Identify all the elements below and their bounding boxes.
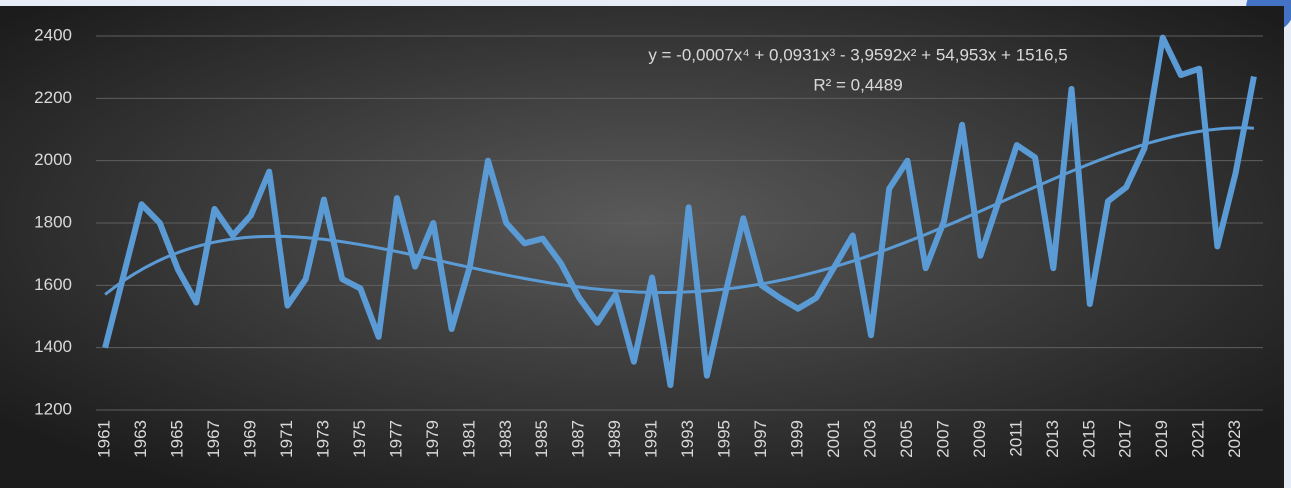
x-tick-label: 1967 bbox=[204, 420, 223, 458]
x-tick-label: 1979 bbox=[423, 420, 442, 458]
x-tick-label: 1971 bbox=[277, 420, 296, 458]
x-tick-label: 1969 bbox=[240, 420, 259, 458]
r-squared: R² = 0,4489 bbox=[813, 75, 902, 94]
x-tick-label: 1983 bbox=[496, 420, 515, 458]
x-tick-label: 2015 bbox=[1079, 420, 1098, 458]
y-tick-label: 1600 bbox=[34, 275, 72, 294]
y-tick-label: 1400 bbox=[34, 337, 72, 356]
x-tick-label: 2019 bbox=[1152, 420, 1171, 458]
chart-background bbox=[0, 6, 1284, 488]
x-tick-label: 2005 bbox=[897, 420, 916, 458]
x-tick-label: 1997 bbox=[751, 420, 770, 458]
x-tick-label: 1991 bbox=[642, 420, 661, 458]
x-tick-label: 2023 bbox=[1225, 420, 1244, 458]
y-tick-label: 2200 bbox=[34, 88, 72, 107]
x-tick-label: 1995 bbox=[715, 420, 734, 458]
y-tick-label: 1200 bbox=[34, 399, 72, 418]
x-tick-label: 2009 bbox=[970, 420, 989, 458]
x-tick-label: 1963 bbox=[131, 420, 150, 458]
trend-equation: y = -0,0007x⁴ + 0,0931x³ - 3,9592x² + 54… bbox=[648, 45, 1067, 64]
x-tick-label: 2007 bbox=[933, 420, 952, 458]
x-tick-label: 1999 bbox=[788, 420, 807, 458]
x-tick-label: 1965 bbox=[168, 420, 187, 458]
x-tick-label: 2001 bbox=[824, 420, 843, 458]
x-tick-label: 1985 bbox=[532, 420, 551, 458]
data-line bbox=[102, 34, 1257, 389]
x-tick-label: 1977 bbox=[386, 420, 405, 458]
x-tick-label: 2021 bbox=[1189, 420, 1208, 458]
x-tick-label: 1973 bbox=[313, 420, 332, 458]
y-tick-label: 2000 bbox=[34, 150, 72, 169]
x-tick-label: 1975 bbox=[350, 420, 369, 458]
x-tick-label: 2017 bbox=[1116, 420, 1135, 458]
trendline bbox=[104, 126, 1254, 296]
x-tick-label: 1989 bbox=[605, 420, 624, 458]
x-tick-label: 2013 bbox=[1043, 420, 1062, 458]
x-tick-label: 2011 bbox=[1006, 420, 1025, 457]
y-tick-label: 2400 bbox=[34, 25, 72, 44]
y-tick-label: 1800 bbox=[34, 212, 72, 231]
x-tick-label: 1961 bbox=[95, 420, 114, 458]
x-tick-label: 2003 bbox=[860, 420, 879, 458]
x-tick-label: 1981 bbox=[459, 420, 478, 458]
x-tick-label: 1993 bbox=[678, 420, 697, 458]
x-tick-label: 1987 bbox=[569, 420, 588, 458]
